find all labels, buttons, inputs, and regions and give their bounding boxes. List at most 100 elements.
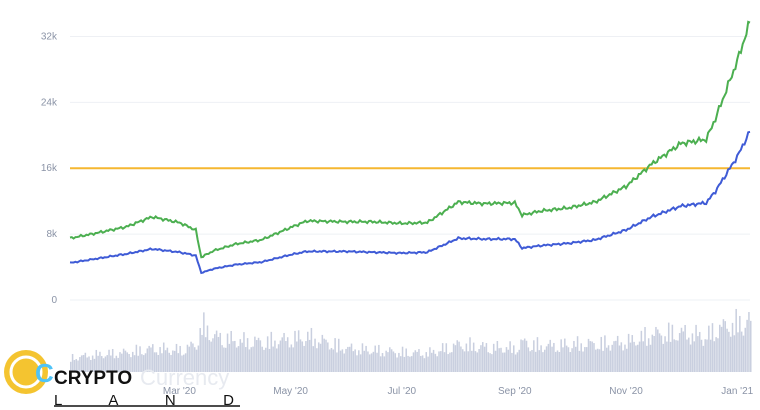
volume-bar	[310, 327, 313, 372]
volume-bar	[246, 338, 249, 372]
volume-bar	[97, 355, 99, 372]
volume-bar	[168, 352, 170, 372]
volume-bar	[177, 353, 180, 372]
volume-bar	[314, 338, 316, 372]
volume-bar	[697, 336, 699, 372]
volume-bar	[657, 329, 659, 372]
volume-bar	[602, 350, 604, 372]
volume-bar	[733, 335, 736, 372]
volume-bar	[121, 353, 123, 372]
volume-bar	[319, 343, 322, 372]
volume-bar	[226, 333, 229, 372]
volume-bar	[627, 333, 630, 372]
x-tick-label: Nov '20	[609, 386, 643, 397]
volume-bar	[323, 338, 325, 372]
volume-bar	[186, 344, 189, 372]
volume-bar	[257, 337, 260, 372]
volume-bar	[498, 348, 500, 372]
volume-bar	[111, 348, 114, 372]
volume-bar	[204, 337, 207, 372]
volume-bar	[666, 341, 668, 372]
volume-bar	[682, 331, 685, 372]
volume-bar	[152, 344, 154, 372]
volume-bar	[509, 341, 511, 372]
volume-bar	[585, 347, 588, 372]
volume-bar	[409, 356, 411, 372]
volume-bar	[124, 350, 127, 372]
volume-bar	[600, 336, 603, 372]
volume-bar	[73, 360, 76, 372]
volume-bar	[533, 340, 535, 372]
volume-bar	[210, 341, 212, 372]
volume-bar	[348, 346, 351, 372]
volume-bar	[350, 343, 353, 372]
volume-bar	[662, 343, 665, 372]
volume-bar	[461, 349, 464, 372]
volume-bar	[332, 349, 335, 372]
volume-bar	[299, 339, 302, 372]
volume-bar	[684, 324, 686, 372]
volume-bar	[215, 330, 218, 372]
volume-bar	[620, 342, 623, 372]
volume-bar	[296, 341, 298, 372]
volume-bar	[162, 342, 165, 372]
volume-bar	[279, 340, 282, 372]
volume-bar	[208, 340, 211, 372]
volume-bar	[102, 358, 105, 372]
volume-bar	[352, 351, 355, 372]
volume-bar	[456, 340, 459, 372]
volume-bar	[188, 346, 191, 372]
volume-bar	[235, 347, 238, 372]
volume-bar	[341, 349, 344, 372]
volume-bar	[573, 340, 575, 372]
volume-bar	[164, 350, 167, 372]
volume-bar	[720, 326, 723, 372]
x-tick-label: Jul '20	[387, 386, 416, 397]
volume-bar	[153, 352, 156, 372]
volume-bar	[427, 356, 429, 372]
volume-bar	[631, 335, 634, 372]
volume-bar	[336, 352, 338, 372]
volume-bar	[183, 354, 185, 372]
volume-bar	[491, 354, 493, 372]
volume-bar	[288, 347, 291, 372]
volume-bar	[748, 312, 750, 372]
logo-word: CRYPTO	[54, 368, 132, 389]
volume-bar	[361, 343, 364, 372]
volume-bar	[562, 347, 564, 372]
volume-bar	[719, 324, 721, 372]
series-line-2	[69, 130, 751, 275]
volume-bar	[478, 348, 480, 372]
volume-bar	[199, 328, 201, 372]
volume-bar	[731, 322, 734, 372]
volume-bar	[507, 349, 510, 372]
volume-bar	[379, 356, 382, 372]
volume-bar	[337, 338, 340, 372]
volume-bar	[239, 339, 242, 372]
volume-bar	[201, 334, 203, 372]
volume-bar	[141, 354, 143, 372]
volume-bar	[465, 343, 468, 372]
volume-bar	[739, 315, 741, 372]
volume-bar	[130, 357, 132, 372]
volume-bar	[234, 340, 236, 372]
volume-bar	[184, 353, 187, 372]
volume-bar	[137, 355, 139, 372]
volume-bar	[480, 345, 482, 372]
volume-bar	[142, 355, 145, 372]
volume-bar	[589, 341, 592, 372]
volume-bar	[553, 342, 555, 372]
volume-bar	[181, 355, 183, 372]
volume-bar	[250, 347, 253, 372]
volume-bar	[527, 347, 530, 372]
volume-bar	[538, 350, 541, 372]
volume-bar	[126, 352, 129, 372]
volume-bar	[574, 346, 577, 372]
volume-bar	[159, 347, 161, 372]
volume-bar	[704, 339, 706, 372]
volume-bar	[192, 343, 194, 372]
volume-bar	[265, 347, 267, 372]
volume-bar	[691, 333, 694, 372]
volume-bar	[545, 346, 548, 372]
volume-bar	[381, 352, 384, 372]
